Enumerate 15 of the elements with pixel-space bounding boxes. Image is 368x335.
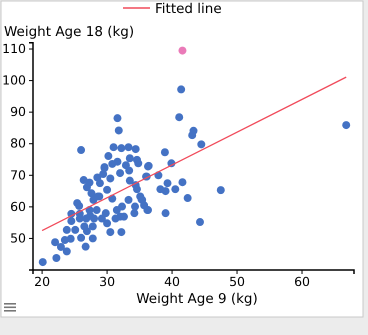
y-axis-title: Weight Age 18 (kg) xyxy=(4,24,134,40)
x-tick-label: 40 xyxy=(164,274,180,289)
y-tick-label: 60 xyxy=(10,198,26,214)
x-tick-label: 30 xyxy=(99,274,116,289)
x-tick-label: 50 xyxy=(229,274,246,289)
x-tick-label: 60 xyxy=(294,274,310,289)
y-tick-label: 50 xyxy=(10,230,26,246)
x-tick-label: 20 xyxy=(34,274,50,289)
y-tick-label: 110 xyxy=(2,41,26,56)
y-tick-label: 100 xyxy=(2,72,26,88)
y-tick-label: 90 xyxy=(10,104,26,120)
y-tick-label: 80 xyxy=(10,136,26,151)
y-tick-label: 70 xyxy=(10,167,26,182)
x-axis-title: Weight Age 9 (kg) xyxy=(136,291,258,307)
legend-label: Fitted line xyxy=(155,1,222,17)
